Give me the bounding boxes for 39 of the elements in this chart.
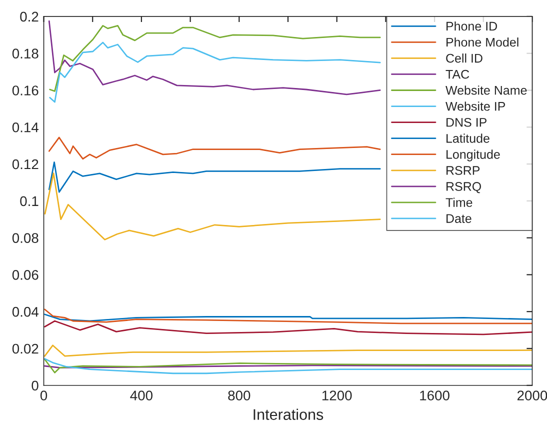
line-series [48, 161, 381, 193]
legend-label: Website Name [446, 86, 527, 95]
y-tick-label: 0.06 [12, 270, 38, 280]
y-tick-label: 0.18 [12, 48, 38, 59]
y-tick-label: 0.04 [12, 306, 38, 317]
x-tick-label: 400 [130, 390, 152, 400]
line-series [44, 320, 532, 336]
x-tick-label: 800 [228, 390, 250, 400]
legend-label: Longitude [446, 150, 500, 162]
legend-label: Date [446, 214, 472, 223]
y-tick-label: 0.08 [12, 233, 38, 243]
y-tick-label: 0.12 [12, 159, 38, 170]
x-tick-label: 1600 [420, 390, 450, 400]
legend-label: Phone Model [446, 37, 518, 47]
y-tick-label: 0.2 [20, 12, 38, 22]
legend-label: RSRQ [446, 182, 481, 194]
y-tick-label: 0 [32, 380, 38, 391]
legend-label: Cell ID [446, 54, 482, 63]
x-tick-label: 1200 [322, 390, 352, 400]
y-tick-label: 0.14 [12, 122, 38, 132]
line-series [44, 314, 532, 322]
line-series [44, 344, 532, 357]
y-tick-label: 0.02 [12, 344, 38, 354]
y-tick-label: 0.16 [12, 86, 38, 96]
legend-label: TAC [446, 70, 470, 79]
x-tick-label: 2000 [517, 390, 547, 400]
line-series [44, 308, 532, 324]
legend-label: Time [446, 198, 472, 207]
line-series [48, 136, 381, 160]
legend-label: Phone ID [446, 21, 498, 31]
line-series [49, 42, 381, 103]
legend-label: DNS IP [446, 118, 486, 127]
legend-label: RSRP [446, 166, 480, 175]
x-axis-title: Interations [254, 408, 324, 420]
legend-label: Website IP [446, 102, 506, 111]
x-tick-label: 0 [40, 390, 48, 400]
legend-label: Latitude [446, 134, 490, 143]
line-series [44, 172, 381, 240]
y-tick-label: 0.1 [20, 196, 38, 206]
